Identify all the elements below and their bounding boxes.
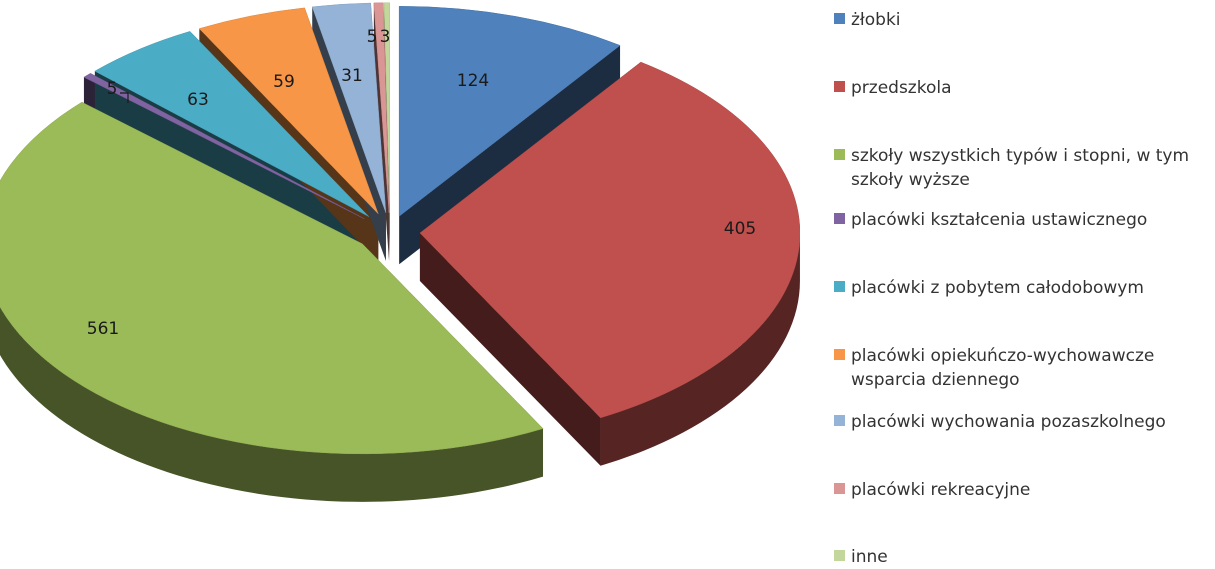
legend-item: placówki opiekuńczo-wychowawcze wsparcia…: [834, 344, 1196, 392]
slice-wall-7-0: [373, 2, 390, 261]
legend-item: żłobki: [834, 8, 1196, 32]
slice-3: [83, 73, 365, 220]
slice-rim-2-0: [0, 306, 544, 502]
slice-5: [198, 7, 379, 215]
data-label-5: 59: [273, 72, 295, 92]
data-label-6: 31: [341, 66, 363, 86]
legend-label: placówki kształcenia ustawicznego: [851, 210, 1148, 230]
legend-swatch: [834, 149, 845, 160]
legend-item: szkoły wszystkich typów i stopni, w tym …: [834, 144, 1196, 192]
legend-item: placówki z pobytem całodobowym: [834, 276, 1196, 300]
legend-label: przedszkola: [851, 78, 952, 98]
legend-swatch: [834, 550, 845, 561]
legend-swatch: [834, 81, 845, 92]
legend-swatch: [834, 349, 845, 360]
slice-6: [311, 2, 387, 213]
legend-item: placówki rekreacyjne: [834, 478, 1196, 502]
legend-item: przedszkola: [834, 76, 1196, 100]
legend-label: inne: [851, 547, 888, 567]
data-label-0: 124: [457, 71, 489, 91]
data-label-2: 561: [87, 319, 119, 339]
slice-7: [373, 2, 390, 213]
legend-swatch: [834, 281, 845, 292]
legend-swatch: [834, 415, 845, 426]
slice-4: [94, 31, 370, 217]
data-label-8: 3: [380, 27, 391, 47]
legend-swatch: [834, 213, 845, 224]
slice-8: [383, 2, 390, 213]
legend-swatch: [834, 483, 845, 494]
legend-label: placówki rekreacyjne: [851, 480, 1031, 500]
slice-2: [0, 101, 544, 455]
legend-item: placówki kształcenia ustawicznego: [834, 208, 1196, 232]
slice-0: [398, 6, 621, 217]
legend: żłobki przedszkola szkoły wszystkich typów…: [834, 0, 1204, 567]
legend-label: szkoły wszystkich typów i stopni, w tym …: [851, 146, 1190, 190]
data-label-3: 5: [107, 79, 118, 99]
data-label-7: 5: [367, 27, 378, 47]
legend-item: placówki wychowania pozaszkolnego: [834, 410, 1196, 434]
data-label-4: 63: [187, 90, 209, 110]
slice-1: [419, 61, 800, 419]
slice-rim-1-0: [600, 233, 800, 466]
legend-swatch: [834, 13, 845, 24]
legend-label: żłobki: [851, 10, 901, 30]
legend-label: placówki z pobytem całodobowym: [851, 278, 1144, 298]
legend-label: placówki opiekuńczo-wychowawcze wsparcia…: [851, 346, 1155, 390]
legend-label: placówki wychowania pozaszkolnego: [851, 412, 1166, 432]
leader-line-3: [120, 92, 129, 103]
leader-lines: [120, 92, 129, 103]
pie-tops: [0, 2, 800, 455]
legend-item: inne: [834, 545, 1196, 569]
slice-wall-1-1: [419, 233, 601, 466]
data-label-1: 405: [724, 219, 756, 239]
